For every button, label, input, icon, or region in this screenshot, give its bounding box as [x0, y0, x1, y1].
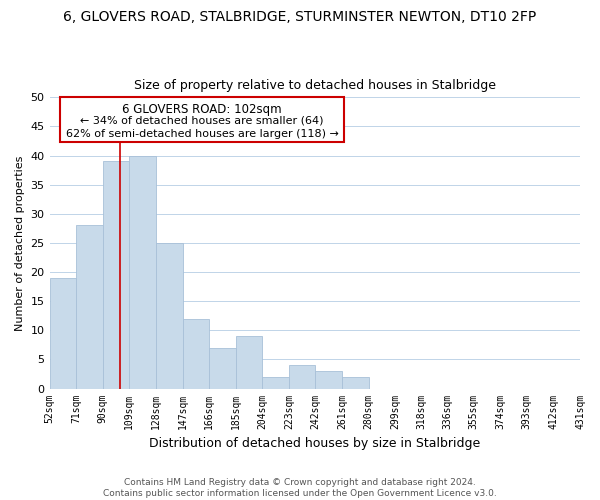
Text: 6, GLOVERS ROAD, STALBRIDGE, STURMINSTER NEWTON, DT10 2FP: 6, GLOVERS ROAD, STALBRIDGE, STURMINSTER…	[64, 10, 536, 24]
Text: ← 34% of detached houses are smaller (64): ← 34% of detached houses are smaller (64…	[80, 116, 324, 126]
Y-axis label: Number of detached properties: Number of detached properties	[15, 156, 25, 330]
Bar	[182, 318, 209, 388]
Bar	[103, 162, 130, 388]
Text: 62% of semi-detached houses are larger (118) →: 62% of semi-detached houses are larger (…	[65, 129, 338, 139]
Bar	[50, 278, 76, 388]
Text: 6 GLOVERS ROAD: 102sqm: 6 GLOVERS ROAD: 102sqm	[122, 102, 282, 116]
Bar	[342, 377, 368, 388]
Bar	[289, 366, 316, 388]
Bar	[262, 377, 289, 388]
Bar	[76, 226, 103, 388]
Bar	[130, 156, 156, 388]
Bar	[316, 371, 342, 388]
Bar	[156, 243, 182, 388]
Bar	[236, 336, 262, 388]
Title: Size of property relative to detached houses in Stalbridge: Size of property relative to detached ho…	[134, 79, 496, 92]
FancyBboxPatch shape	[60, 98, 344, 142]
Text: Contains HM Land Registry data © Crown copyright and database right 2024.
Contai: Contains HM Land Registry data © Crown c…	[103, 478, 497, 498]
X-axis label: Distribution of detached houses by size in Stalbridge: Distribution of detached houses by size …	[149, 437, 481, 450]
Bar	[209, 348, 236, 389]
